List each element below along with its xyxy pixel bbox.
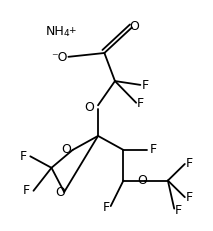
Text: O: O: [130, 20, 140, 33]
Text: O: O: [85, 101, 94, 114]
Text: F: F: [137, 97, 144, 110]
Text: F: F: [102, 201, 110, 214]
Text: O: O: [138, 174, 147, 187]
Text: +: +: [68, 26, 76, 34]
Text: F: F: [175, 204, 182, 217]
Text: O: O: [61, 143, 71, 156]
Text: F: F: [186, 191, 193, 204]
Text: F: F: [19, 150, 26, 163]
Text: NH: NH: [46, 25, 65, 38]
Text: F: F: [150, 143, 157, 156]
Text: 4: 4: [63, 29, 69, 38]
Text: F: F: [23, 184, 30, 197]
Text: O: O: [55, 186, 65, 199]
Text: F: F: [186, 157, 193, 170]
Text: F: F: [142, 79, 149, 92]
Text: ⁻O: ⁻O: [51, 51, 68, 64]
